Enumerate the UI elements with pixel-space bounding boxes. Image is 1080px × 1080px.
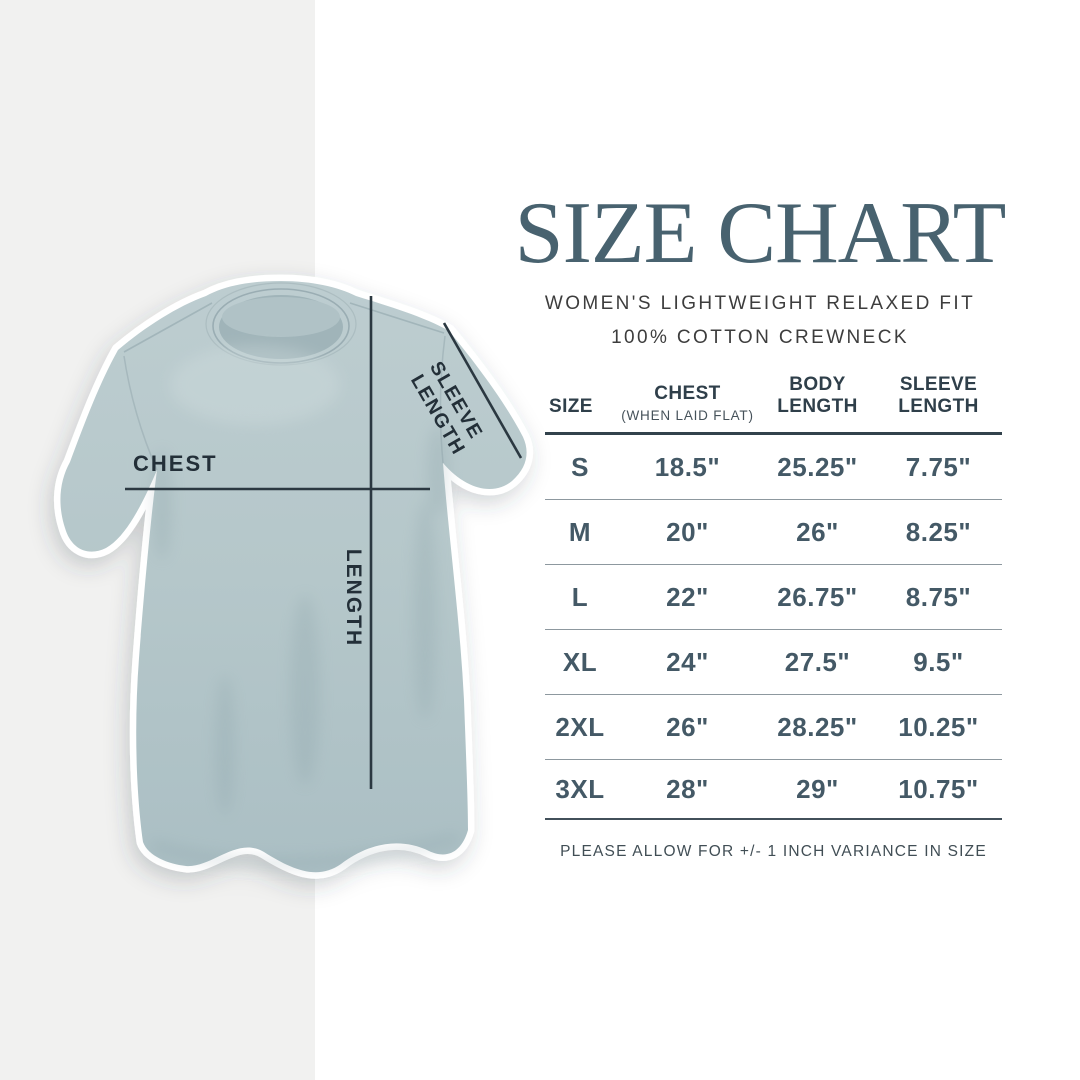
collar-back-panel [222, 297, 340, 337]
body-length-cell: 25.25" [777, 451, 858, 482]
size-cell: XL [562, 646, 598, 677]
page-title: SIZE CHART [514, 185, 1007, 282]
body-length-cell: 28.25" [777, 711, 858, 742]
chest-label: CHEST [133, 451, 218, 476]
sleeve-measure-line [442, 322, 523, 459]
tshirt-photo [54, 274, 534, 879]
table-row: 2XL 26" 28.25" 10.25" [545, 695, 1002, 761]
chest-cell: 28" [666, 773, 709, 804]
sleeve-length-cell: 10.75" [898, 773, 979, 804]
size-cell: M [568, 516, 592, 547]
sleeve-length-cell: 7.75" [905, 451, 972, 482]
table-body: S 18.5" 25.25" 7.75" M 20" 26" 8.25" L 22" 26.75" 8… [545, 435, 1002, 821]
body-length-cell: 29" [796, 773, 839, 804]
subtitle-fit: WOMEN'S LIGHTWEIGHT RELAXED FIT [544, 292, 976, 314]
variance-note: PLEASE ALLOW FOR +/- 1 INCH VARIANCE IN … [560, 843, 987, 861]
left-sleeve-seam [123, 355, 158, 471]
column-header-body-length: BODY LENGTH [777, 374, 858, 417]
sleeve-length-cell: 9.5" [913, 646, 964, 677]
length-label: LENGTH [342, 549, 365, 647]
size-cell: L [571, 581, 589, 612]
body-length-cell: 26" [796, 516, 839, 547]
sleeve-length-cell: 8.75" [905, 581, 972, 612]
table-row: L 22" 26.75" 8.75" [545, 565, 1002, 631]
measurement-lines [125, 296, 523, 789]
size-table: SIZE CHEST (WHEN LAID FLAT) BODY LENGTH … [545, 374, 1002, 861]
sleeve-length-cell: 8.25" [905, 516, 972, 547]
table-row: S 18.5" 25.25" 7.75" [545, 435, 1002, 501]
subtitle-material: 100% COTTON CREWNECK [611, 326, 909, 348]
column-header-sleeve-length: SLEEVE LENGTH [898, 374, 979, 417]
chest-cell: 26" [666, 711, 709, 742]
table-header-row: SIZE CHEST (WHEN LAID FLAT) BODY LENGTH … [545, 374, 1002, 436]
body-length-cell: 27.5" [784, 646, 851, 677]
chest-cell: 18.5" [654, 451, 721, 482]
right-shoulder-seam [349, 302, 445, 334]
column-header-chest: CHEST (WHEN LAID FLAT) [615, 383, 760, 423]
fabric-folds [150, 425, 460, 870]
chest-cell: 22" [666, 581, 709, 612]
chest-cell: 24" [666, 646, 709, 677]
body-length-cell: 26.75" [777, 581, 858, 612]
size-chart-panel: SIZE CHART WOMEN'S LIGHTWEIGHT RELAXED F… [512, 185, 1008, 349]
table-row: M 20" 26" 8.25" [545, 500, 1002, 566]
sleeve-length-cell: 10.25" [898, 711, 979, 742]
table-row: 3XL 28" 29" 10.75" [545, 760, 1002, 821]
size-cell: S [571, 451, 589, 482]
left-shoulder-seam [123, 302, 213, 353]
fabric-highlight [170, 345, 340, 425]
column-header-size: SIZE [549, 395, 593, 417]
column-header-chest-sub: (WHEN LAID FLAT) [621, 407, 754, 423]
size-cell: 2XL [555, 711, 605, 742]
chest-cell: 20" [666, 516, 709, 547]
table-row: XL 24" 27.5" 9.5" [545, 630, 1002, 696]
size-cell: 3XL [555, 773, 605, 804]
